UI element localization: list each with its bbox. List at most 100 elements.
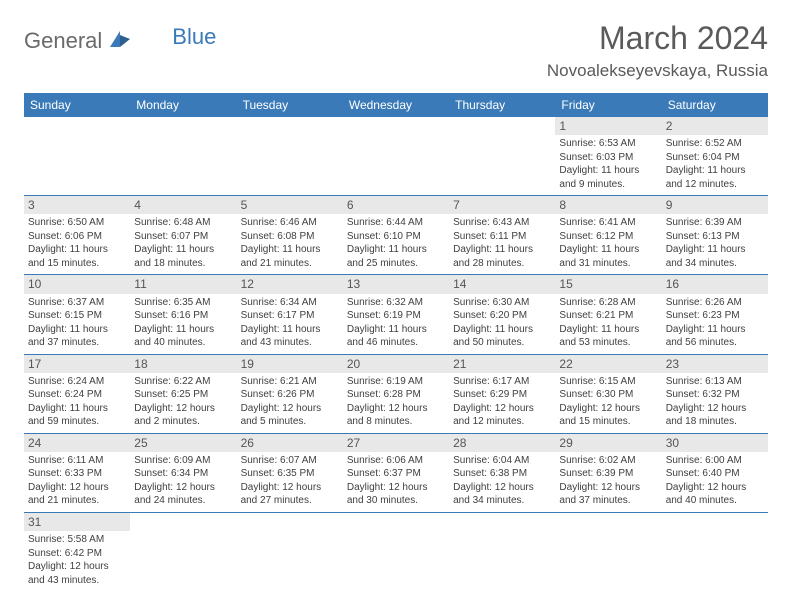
calendar-cell: 29Sunrise: 6:02 AMSunset: 6:39 PMDayligh… xyxy=(555,433,661,512)
daylight-line1: Daylight: 12 hours xyxy=(347,402,445,416)
day-details: Sunrise: 6:07 AMSunset: 6:35 PMDaylight:… xyxy=(237,452,343,512)
daylight-line1: Daylight: 11 hours xyxy=(559,323,657,337)
daylight-line1: Daylight: 11 hours xyxy=(666,243,764,257)
day-number: 20 xyxy=(343,355,449,373)
daylight-line2: and 27 minutes. xyxy=(241,494,339,508)
sunrise-text: Sunrise: 6:24 AM xyxy=(28,375,126,389)
calendar-cell: 16Sunrise: 6:26 AMSunset: 6:23 PMDayligh… xyxy=(662,275,768,354)
col-saturday: Saturday xyxy=(662,93,768,117)
day-number: 31 xyxy=(24,513,130,531)
sunset-text: Sunset: 6:24 PM xyxy=(28,388,126,402)
day-number: 17 xyxy=(24,355,130,373)
sunset-text: Sunset: 6:32 PM xyxy=(666,388,764,402)
daylight-line1: Daylight: 12 hours xyxy=(559,481,657,495)
day-details: Sunrise: 6:34 AMSunset: 6:17 PMDaylight:… xyxy=(237,294,343,354)
day-details: Sunrise: 6:52 AMSunset: 6:04 PMDaylight:… xyxy=(662,135,768,195)
sunset-text: Sunset: 6:08 PM xyxy=(241,230,339,244)
calendar-cell: 5Sunrise: 6:46 AMSunset: 6:08 PMDaylight… xyxy=(237,196,343,275)
sunrise-text: Sunrise: 6:37 AM xyxy=(28,296,126,310)
sunrise-text: Sunrise: 6:39 AM xyxy=(666,216,764,230)
sunrise-text: Sunrise: 6:22 AM xyxy=(134,375,232,389)
day-number: 24 xyxy=(24,434,130,452)
sunrise-text: Sunrise: 6:48 AM xyxy=(134,216,232,230)
calendar-cell xyxy=(130,117,236,196)
sunrise-text: Sunrise: 5:58 AM xyxy=(28,533,126,547)
calendar-table: Sunday Monday Tuesday Wednesday Thursday… xyxy=(24,93,768,591)
calendar-cell: 4Sunrise: 6:48 AMSunset: 6:07 PMDaylight… xyxy=(130,196,236,275)
sunset-text: Sunset: 6:07 PM xyxy=(134,230,232,244)
sunrise-text: Sunrise: 6:06 AM xyxy=(347,454,445,468)
daylight-line2: and 37 minutes. xyxy=(28,336,126,350)
calendar-week-row: 3Sunrise: 6:50 AMSunset: 6:06 PMDaylight… xyxy=(24,196,768,275)
daylight-line1: Daylight: 11 hours xyxy=(347,243,445,257)
day-number: 16 xyxy=(662,275,768,293)
sunrise-text: Sunrise: 6:15 AM xyxy=(559,375,657,389)
calendar-cell: 12Sunrise: 6:34 AMSunset: 6:17 PMDayligh… xyxy=(237,275,343,354)
day-details: Sunrise: 6:37 AMSunset: 6:15 PMDaylight:… xyxy=(24,294,130,354)
daylight-line2: and 15 minutes. xyxy=(559,415,657,429)
daylight-line1: Daylight: 12 hours xyxy=(347,481,445,495)
daylight-line1: Daylight: 11 hours xyxy=(241,243,339,257)
daylight-line2: and 31 minutes. xyxy=(559,257,657,271)
calendar-cell: 9Sunrise: 6:39 AMSunset: 6:13 PMDaylight… xyxy=(662,196,768,275)
calendar-cell: 21Sunrise: 6:17 AMSunset: 6:29 PMDayligh… xyxy=(449,354,555,433)
daylight-line1: Daylight: 11 hours xyxy=(453,323,551,337)
day-number: 28 xyxy=(449,434,555,452)
day-details: Sunrise: 6:04 AMSunset: 6:38 PMDaylight:… xyxy=(449,452,555,512)
daylight-line2: and 34 minutes. xyxy=(666,257,764,271)
sunset-text: Sunset: 6:25 PM xyxy=(134,388,232,402)
daylight-line1: Daylight: 12 hours xyxy=(666,402,764,416)
day-number: 27 xyxy=(343,434,449,452)
sunset-text: Sunset: 6:20 PM xyxy=(453,309,551,323)
sunrise-text: Sunrise: 6:50 AM xyxy=(28,216,126,230)
day-number: 25 xyxy=(130,434,236,452)
daylight-line1: Daylight: 11 hours xyxy=(241,323,339,337)
daylight-line1: Daylight: 12 hours xyxy=(28,560,126,574)
day-number: 8 xyxy=(555,196,661,214)
calendar-cell xyxy=(237,512,343,591)
day-details: Sunrise: 6:44 AMSunset: 6:10 PMDaylight:… xyxy=(343,214,449,274)
calendar-cell xyxy=(449,117,555,196)
sunset-text: Sunset: 6:03 PM xyxy=(559,151,657,165)
daylight-line2: and 9 minutes. xyxy=(559,178,657,192)
daylight-line2: and 12 minutes. xyxy=(666,178,764,192)
daylight-line2: and 25 minutes. xyxy=(347,257,445,271)
sunset-text: Sunset: 6:19 PM xyxy=(347,309,445,323)
col-friday: Friday xyxy=(555,93,661,117)
daylight-line1: Daylight: 12 hours xyxy=(134,402,232,416)
calendar-cell: 18 Sunrise: 6:22 AMSunset: 6:25 PMDayligh… xyxy=(130,354,236,433)
calendar-week-row: 1Sunrise: 6:53 AMSunset: 6:03 PMDaylight… xyxy=(24,117,768,196)
day-number: 18 xyxy=(130,355,236,373)
daylight-line1: Daylight: 12 hours xyxy=(453,481,551,495)
location-label: Novoalekseyevskaya, Russia xyxy=(547,61,768,81)
daylight-line1: Daylight: 12 hours xyxy=(134,481,232,495)
col-tuesday: Tuesday xyxy=(237,93,343,117)
calendar-body: 1Sunrise: 6:53 AMSunset: 6:03 PMDaylight… xyxy=(24,117,768,591)
sunset-text: Sunset: 6:34 PM xyxy=(134,467,232,481)
calendar-cell: 20Sunrise: 6:19 AMSunset: 6:28 PMDayligh… xyxy=(343,354,449,433)
day-details: Sunrise: 6:26 AMSunset: 6:23 PMDaylight:… xyxy=(662,294,768,354)
daylight-line2: and 12 minutes. xyxy=(453,415,551,429)
day-details: Sunrise: 6:50 AMSunset: 6:06 PMDaylight:… xyxy=(24,214,130,274)
daylight-line2: and 15 minutes. xyxy=(28,257,126,271)
day-number: 22 xyxy=(555,355,661,373)
sunset-text: Sunset: 6:06 PM xyxy=(28,230,126,244)
sunset-text: Sunset: 6:13 PM xyxy=(666,230,764,244)
day-number: 26 xyxy=(237,434,343,452)
daylight-line2: and 18 minutes. xyxy=(134,257,232,271)
calendar-cell: 25Sunrise: 6:09 AMSunset: 6:34 PMDayligh… xyxy=(130,433,236,512)
daylight-line1: Daylight: 11 hours xyxy=(453,243,551,257)
calendar-week-row: 24Sunrise: 6:11 AMSunset: 6:33 PMDayligh… xyxy=(24,433,768,512)
daylight-line1: Daylight: 11 hours xyxy=(666,323,764,337)
day-number: 1 xyxy=(555,117,661,135)
daylight-line2: and 37 minutes. xyxy=(559,494,657,508)
sunset-text: Sunset: 6:21 PM xyxy=(559,309,657,323)
logo: General Blue xyxy=(24,28,216,54)
calendar-cell: 11Sunrise: 6:35 AMSunset: 6:16 PMDayligh… xyxy=(130,275,236,354)
sunset-text: Sunset: 6:15 PM xyxy=(28,309,126,323)
sunset-text: Sunset: 6:17 PM xyxy=(241,309,339,323)
day-number: 13 xyxy=(343,275,449,293)
calendar-cell: 26Sunrise: 6:07 AMSunset: 6:35 PMDayligh… xyxy=(237,433,343,512)
day-details: Sunrise: 6:13 AMSunset: 6:32 PMDaylight:… xyxy=(662,373,768,433)
daylight-line1: Daylight: 11 hours xyxy=(666,164,764,178)
